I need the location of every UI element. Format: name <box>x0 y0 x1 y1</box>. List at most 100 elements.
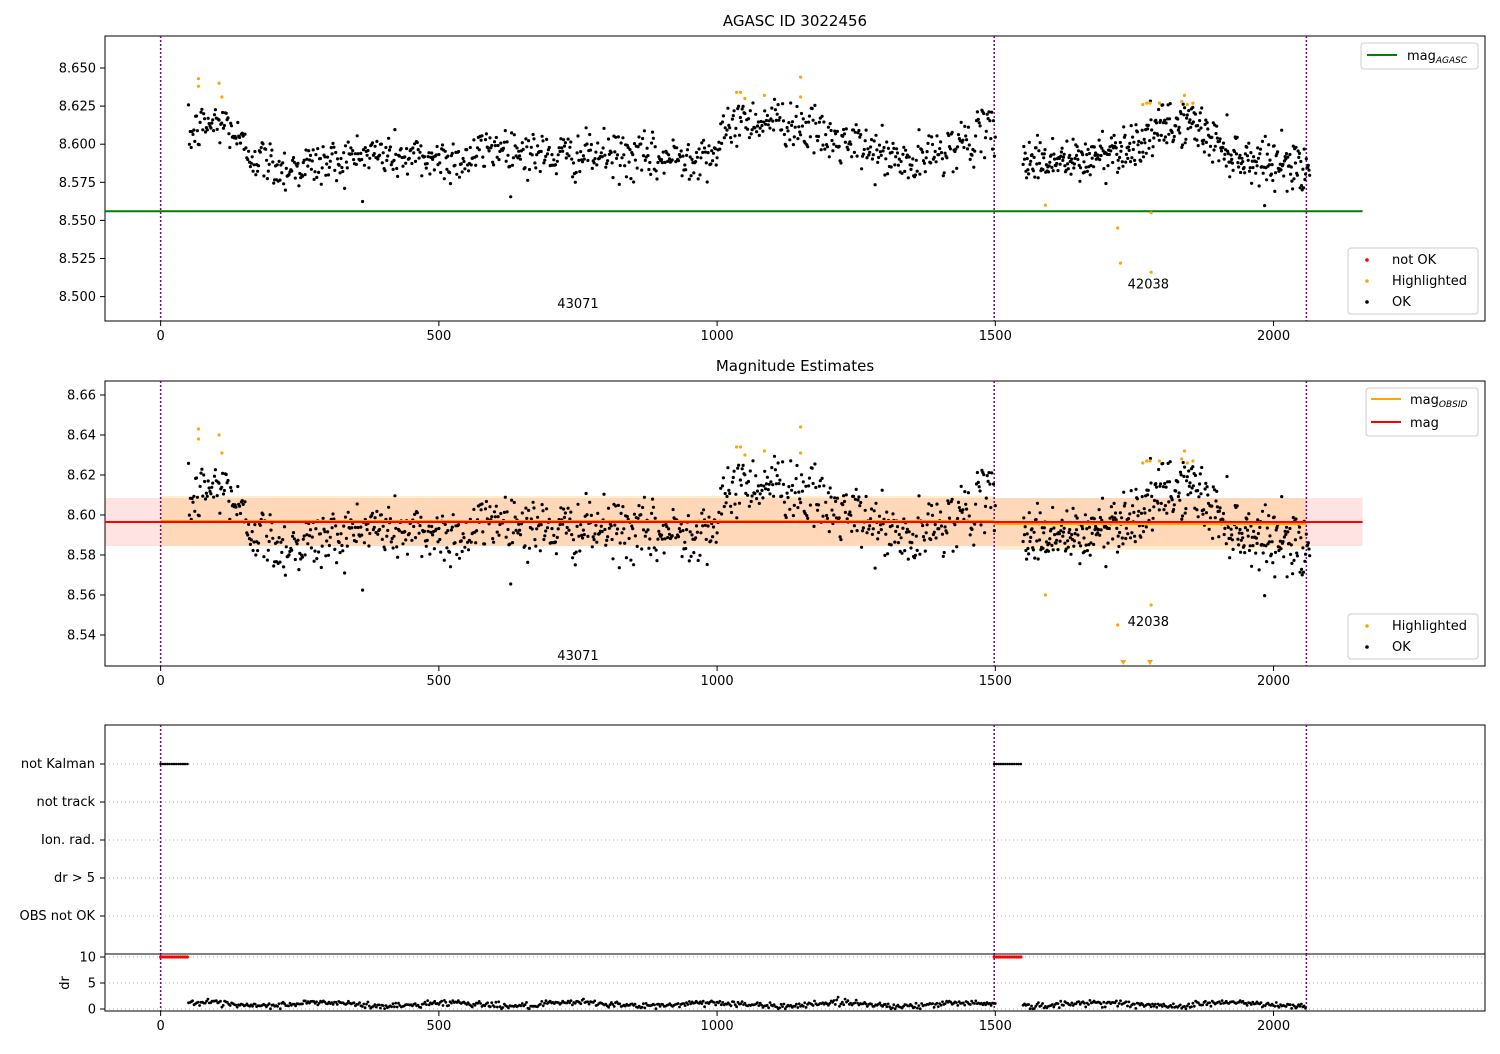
ok-point <box>770 106 774 110</box>
ok-point <box>1152 131 1157 135</box>
highlighted-point <box>220 451 224 455</box>
dr-point <box>891 1006 894 1010</box>
ok-point <box>326 155 330 159</box>
ok-point <box>1026 546 1030 551</box>
ok-point <box>424 544 428 548</box>
dr-point <box>383 1007 386 1010</box>
ok-point <box>1303 177 1307 182</box>
ok-point <box>393 494 397 498</box>
ok-point <box>863 139 867 143</box>
ok-point <box>1124 536 1128 541</box>
estimates-obsid-label: 42038 <box>1128 615 1169 630</box>
estimates-obs-boundaries <box>159 381 1308 666</box>
highlighted-point <box>1116 623 1120 627</box>
ok-point <box>496 515 500 519</box>
ok-point <box>191 132 195 136</box>
ok-point <box>553 163 558 167</box>
ok-point <box>296 161 300 165</box>
ok-point <box>1228 175 1232 179</box>
ok-point <box>1292 558 1296 563</box>
ok-point <box>867 527 871 531</box>
dr-clipped-point <box>1008 955 1012 959</box>
dr-point <box>1300 1002 1303 1006</box>
ok-point <box>796 506 800 510</box>
ok-point <box>1131 504 1135 508</box>
ok-point <box>355 502 359 506</box>
ok-point <box>816 139 820 143</box>
ok-point <box>860 529 865 533</box>
ok-point <box>807 120 811 124</box>
ok-point <box>989 137 993 141</box>
ok-point <box>916 516 920 520</box>
ok-point <box>559 506 563 510</box>
ok-point <box>194 476 199 480</box>
ok-point <box>1031 169 1035 173</box>
ok-point <box>807 476 812 480</box>
y-tick-label: 8.66 <box>67 389 96 404</box>
ok-point <box>900 551 904 555</box>
ok-point <box>1247 512 1251 516</box>
ok-point <box>346 140 350 144</box>
ok-point <box>562 515 567 520</box>
ok-point <box>1221 146 1225 150</box>
dr-point <box>393 1005 396 1009</box>
dr-point <box>743 1001 747 1005</box>
ok-point <box>775 112 779 116</box>
ok-point <box>1198 119 1202 123</box>
ok-point <box>269 154 273 158</box>
x-tick-label: 1500 <box>979 674 1012 689</box>
ok-point <box>193 139 197 143</box>
ok-point <box>198 484 202 488</box>
dr-clipped-point <box>159 955 163 959</box>
highlighted-point <box>735 445 739 449</box>
ok-point <box>556 527 560 531</box>
ok-point <box>566 506 570 510</box>
ok-point <box>1065 509 1069 513</box>
ok-point <box>785 491 789 495</box>
dr-point <box>523 1003 527 1006</box>
ok-point <box>1289 552 1293 557</box>
ok-point <box>723 491 727 496</box>
ok-point <box>1033 175 1037 179</box>
ok-point <box>368 156 372 160</box>
ok-point <box>460 549 464 554</box>
ok-point <box>926 512 930 516</box>
ok-point <box>1066 539 1070 543</box>
ok-point <box>1112 501 1116 505</box>
ok-point <box>1072 544 1076 548</box>
ok-point <box>1179 473 1183 477</box>
dr-point <box>949 1000 953 1004</box>
ok-point <box>719 486 723 490</box>
ok-point <box>806 145 810 149</box>
ok-point <box>1168 460 1172 464</box>
ok-point <box>895 147 899 151</box>
ok-point <box>755 497 759 501</box>
ok-point <box>240 131 244 135</box>
ok-point <box>692 171 696 175</box>
ok-point <box>772 494 776 498</box>
ok-point <box>1280 495 1284 499</box>
ok-point <box>236 120 240 125</box>
ok-point <box>797 125 801 129</box>
ok-point <box>445 167 449 171</box>
ok-point <box>1281 540 1285 544</box>
dr-point <box>394 1001 398 1005</box>
ok-point <box>1172 134 1176 139</box>
ok-point <box>967 143 971 147</box>
dr-point <box>1116 1004 1120 1008</box>
ok-point <box>339 156 343 161</box>
ok-point <box>986 117 990 121</box>
highlighted-point <box>738 90 743 94</box>
ok-point <box>542 537 546 542</box>
ok-point <box>1085 549 1089 553</box>
ok-point <box>1299 184 1304 188</box>
ok-point <box>778 478 782 482</box>
ok-point <box>861 526 866 530</box>
ok-point <box>990 110 994 114</box>
dr-point <box>1259 1001 1263 1005</box>
ok-point <box>618 163 622 168</box>
ok-point <box>763 469 767 473</box>
ok-point <box>540 503 544 507</box>
ok-point <box>326 173 331 177</box>
ok-point <box>845 517 849 521</box>
